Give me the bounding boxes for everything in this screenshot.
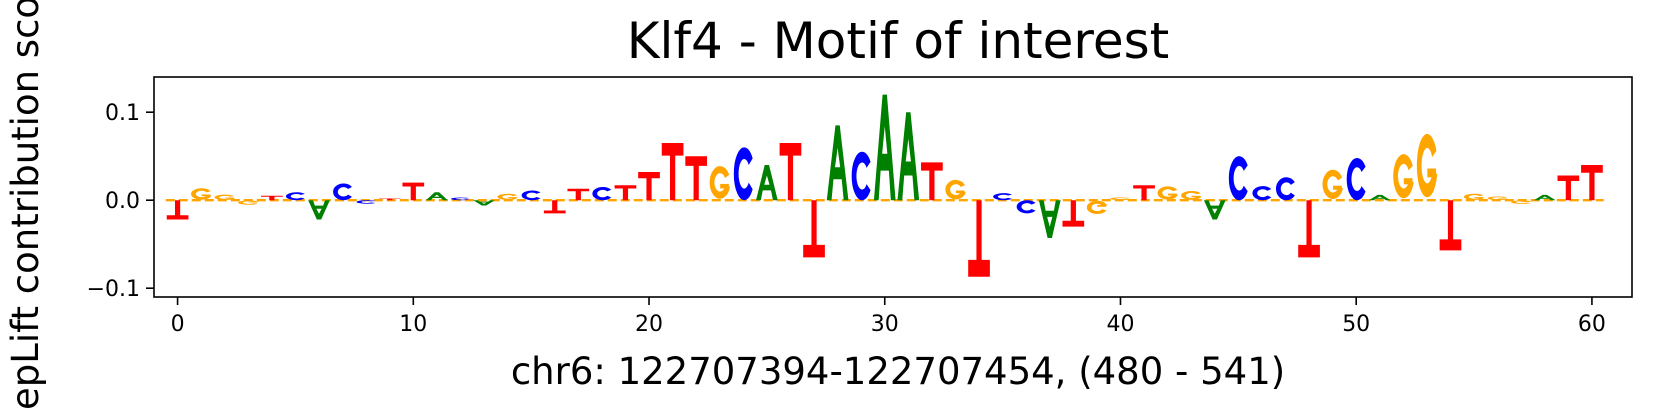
logo-letter-t	[1440, 200, 1462, 250]
plot-area	[166, 95, 1604, 277]
logo-letter-t	[921, 162, 943, 200]
logo-letter-g	[1089, 202, 1106, 212]
logo-letter-g	[193, 189, 210, 198]
logo-letter-a	[426, 192, 448, 200]
logo-letter-t	[968, 200, 990, 277]
logo-letter-g	[241, 201, 258, 204]
logo-letter-c	[1019, 202, 1034, 212]
x-tick-label: 60	[1578, 312, 1606, 337]
x-tick-label: 30	[871, 312, 899, 337]
logo-letter-g	[1325, 173, 1342, 196]
chart-title: Klf4 - Motif of interest	[627, 12, 1170, 70]
logo-letter-t	[1581, 165, 1603, 200]
logo-letter-g	[1396, 159, 1413, 193]
y-tick-label: −0.1	[87, 277, 140, 302]
logo-letter-c	[736, 153, 751, 194]
logo-letter-c	[995, 194, 1010, 199]
logo-letter-g	[1183, 192, 1200, 199]
logo-letter-t	[685, 156, 707, 200]
y-axis-label: DeepLift contribution score	[4, 0, 47, 412]
logo-letter-c	[595, 188, 610, 198]
x-tick-label: 0	[171, 312, 185, 337]
logo-letter-g	[712, 170, 729, 195]
logo-letter-t	[544, 200, 566, 213]
y-tick-label: 0.1	[105, 101, 140, 126]
logo-letter-g	[1419, 141, 1436, 190]
x-tick-label: 50	[1342, 312, 1370, 337]
x-tick-label: 20	[635, 312, 663, 337]
logo-letter-t	[167, 200, 189, 219]
logo-letter-c	[1278, 180, 1293, 198]
x-tick-label: 40	[1106, 312, 1134, 337]
logo-letter-t	[638, 172, 660, 200]
logo-letter-c	[1255, 188, 1270, 199]
logo-letter-g	[1466, 194, 1483, 199]
logo-letter-c	[854, 157, 869, 195]
logo-letter-g	[1160, 188, 1177, 198]
logo-letter-a	[1204, 200, 1226, 219]
logo-letter-t	[780, 143, 802, 200]
logo-letter-t	[1133, 185, 1155, 200]
logo-letter-c	[335, 185, 350, 198]
logo-letter-t	[1558, 176, 1580, 201]
logo-letter-a	[308, 200, 330, 219]
x-tick-label: 10	[399, 312, 427, 337]
logo-letter-a	[874, 95, 896, 201]
logo-letter-t	[1062, 200, 1084, 226]
y-tick-label: 0.0	[105, 189, 140, 214]
logo-letter-g	[217, 195, 234, 199]
logo-letter-a	[1039, 200, 1061, 238]
logo-letter-a	[897, 112, 919, 200]
logo-letter-t	[1298, 200, 1320, 257]
logo-letter-c	[1349, 163, 1364, 196]
y-axis: −0.1 0.0 0.1	[87, 101, 154, 302]
logo-letter-t	[662, 143, 684, 200]
logo-letter-g	[500, 194, 517, 199]
logo-letter-c	[524, 192, 539, 200]
logo-letter-a	[756, 165, 778, 200]
logo-letter-t	[803, 200, 825, 257]
logo-letter-a	[827, 125, 849, 200]
logo-letter-g	[948, 182, 965, 197]
logo-letter-t	[615, 185, 637, 200]
x-axis: 0 10 20 30 40 50 60	[171, 297, 1606, 337]
logo-letter-t	[567, 189, 589, 200]
logo-letter-t	[402, 183, 424, 201]
logo-letter-c	[288, 193, 303, 199]
x-axis-label: chr6: 122707394-122707454, (480 - 541)	[511, 350, 1285, 393]
logo-letter-c	[1231, 161, 1246, 195]
